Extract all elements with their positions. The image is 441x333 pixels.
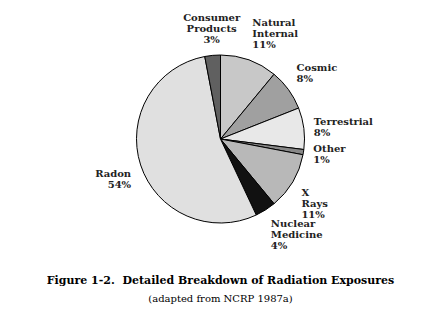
svg-text:XRays11%: XRays11% xyxy=(301,187,328,220)
svg-text:Other1%: Other1% xyxy=(313,143,346,165)
svg-text:NaturalInternal11%: NaturalInternal11% xyxy=(252,17,298,50)
svg-text:Radon54%: Radon54% xyxy=(95,168,132,190)
svg-text:Terrestrial8%: Terrestrial8% xyxy=(314,116,373,138)
html-text:(adapted from NCRP 1987a): (adapted from NCRP 1987a) xyxy=(148,293,293,304)
svg-text:NuclearMedicine4%: NuclearMedicine4% xyxy=(271,218,323,251)
svg-text:Cosmic8%: Cosmic8% xyxy=(297,62,338,84)
html-text:Figure 1-2. Detailed Breakdown: Figure 1-2. Detailed Breakdown of Radiat… xyxy=(46,274,395,287)
svg-text:ConsumerProducts3%: ConsumerProducts3% xyxy=(183,12,241,45)
